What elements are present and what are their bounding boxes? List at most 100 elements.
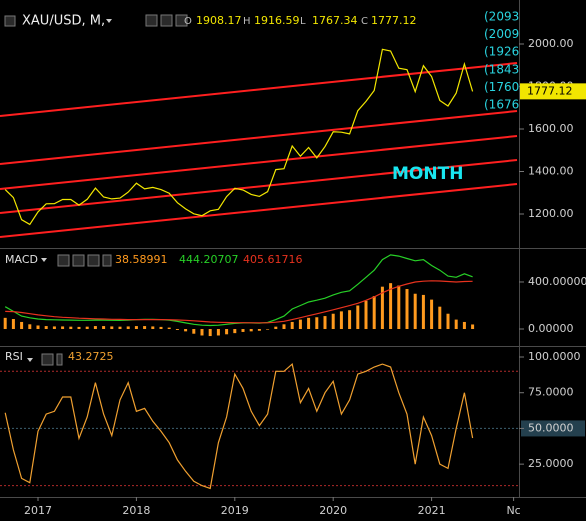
ohlc-value: 1767.34 (312, 14, 358, 27)
collapse-button[interactable] (4, 15, 16, 27)
channel-line (0, 62, 518, 117)
histogram-bar (200, 329, 204, 336)
settings-icon[interactable] (175, 14, 188, 27)
histogram-bar (118, 326, 122, 330)
y-tick-label: 2000.00 (528, 37, 574, 50)
histogram-bar (143, 326, 147, 330)
x-tick-label: 2020 (319, 504, 347, 517)
ohlc-label: C (361, 16, 368, 27)
x-tick-label: 2021 (418, 504, 446, 517)
settings-icon[interactable] (72, 254, 85, 267)
histogram-bar (216, 329, 220, 336)
y-tick-label: 400.00000 (528, 275, 586, 288)
settings-icon[interactable] (102, 254, 112, 267)
pane-title: MACD (5, 253, 38, 266)
histogram-bar (241, 329, 245, 332)
histogram-bar (307, 317, 311, 330)
ohlc-value: 1777.12 (371, 14, 417, 27)
settings-icon[interactable] (41, 353, 54, 366)
histogram-bar (257, 329, 261, 331)
channel-label: (2009 (484, 27, 519, 41)
histogram-bar (348, 310, 352, 330)
histogram-bar (93, 326, 97, 330)
settings-icon[interactable] (160, 14, 173, 27)
x-tick-label: 2017 (24, 504, 52, 517)
channel-line (0, 183, 518, 238)
histogram-bar (266, 329, 270, 330)
settings-icon[interactable] (145, 14, 158, 27)
ohlc-label: H (243, 16, 251, 27)
histogram-bar (397, 285, 401, 330)
histogram-bar (462, 321, 466, 330)
dropdown[interactable] (41, 258, 47, 262)
histogram-bar (44, 326, 48, 330)
y-tick-label: 75.0000 (528, 386, 574, 399)
ohlc-label: O (184, 16, 192, 27)
histogram-bar (126, 326, 130, 330)
histogram-bar (175, 329, 179, 330)
y-tick-label: 1400.00 (528, 164, 574, 177)
histogram-bar (446, 313, 450, 330)
y-tick-label: 1600.00 (528, 122, 574, 135)
histogram-bar (282, 324, 286, 330)
pane-value: 444.20707 (179, 253, 239, 266)
pane-title: RSI (5, 350, 23, 363)
channel-label: (1676 (484, 98, 519, 112)
x-tick-label: Nc (506, 504, 520, 517)
y-tick-label: 0.00000 (528, 322, 574, 335)
histogram-bar (85, 326, 89, 330)
frames (0, 0, 586, 498)
histogram-bar (339, 311, 343, 330)
histogram-bar (167, 327, 171, 330)
annotation: MONTH (392, 164, 463, 184)
histogram-bar (298, 319, 302, 330)
dropdown[interactable] (106, 19, 112, 23)
histogram-bar (36, 325, 40, 330)
histogram-bar (274, 326, 278, 330)
histogram-bar (454, 319, 458, 330)
channel-line (0, 135, 518, 190)
settings-icon[interactable] (56, 353, 63, 366)
histogram-bar (134, 326, 138, 330)
channel-label: (2093 (484, 10, 519, 24)
series-line (5, 280, 473, 324)
histogram-bar (69, 326, 73, 330)
channel-label: (1760 (484, 80, 519, 94)
x-tick-label: 2018 (122, 504, 150, 517)
histogram-bar (315, 317, 319, 330)
histogram-bar (413, 293, 417, 330)
ohlc-label: L (300, 16, 306, 27)
histogram-bar (249, 329, 253, 332)
histogram-bar (290, 321, 294, 330)
ohlc-value: 1916.59 (254, 14, 300, 27)
histogram-bar (52, 326, 56, 330)
pane-value: 38.58991 (115, 253, 168, 266)
histogram-bar (3, 317, 7, 330)
histogram-bar (471, 324, 475, 330)
channel-label: (1843 (484, 62, 519, 76)
price-tag (520, 83, 586, 100)
tick-highlight (521, 420, 585, 437)
dropdown[interactable] (27, 358, 33, 362)
histogram-bar (192, 329, 196, 334)
histogram-bar (20, 321, 24, 330)
histogram-bar (208, 329, 212, 337)
histogram-bar (372, 296, 376, 330)
histogram-bar (102, 326, 106, 330)
histogram-bar (110, 326, 114, 330)
pane-value: 43.2725 (68, 350, 114, 363)
histogram-bar (28, 324, 32, 330)
histogram-bar (323, 316, 327, 330)
histogram-bar (389, 283, 393, 330)
histogram-bar (225, 329, 229, 335)
histogram-bar (11, 319, 15, 330)
settings-icon[interactable] (57, 254, 70, 267)
histogram-bar (151, 326, 155, 330)
channel-line (0, 110, 518, 165)
pane-value: 405.61716 (243, 253, 303, 266)
histogram-bar (331, 313, 335, 330)
settings-icon[interactable] (87, 254, 100, 267)
channel-label: (1926 (484, 45, 519, 59)
histogram-bar (356, 305, 360, 330)
